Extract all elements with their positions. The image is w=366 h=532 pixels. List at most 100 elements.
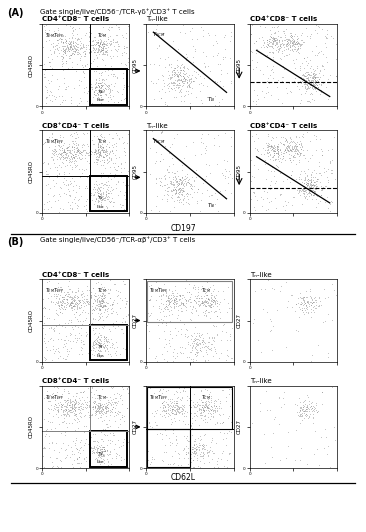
Point [309, 351, 315, 359]
Point [91, 45, 97, 54]
Point [167, 291, 172, 300]
Point [42, 432, 48, 440]
Point [208, 392, 214, 401]
Point [208, 290, 213, 299]
Point [90, 397, 96, 406]
Point [107, 82, 112, 90]
Point [287, 43, 293, 51]
Point [124, 95, 130, 103]
Point [46, 62, 52, 71]
Point [179, 185, 184, 194]
Point [72, 45, 78, 53]
Point [82, 292, 87, 301]
Point [146, 295, 152, 304]
Point [94, 38, 100, 47]
Point [184, 173, 190, 181]
Point [193, 74, 198, 82]
Point [102, 431, 108, 439]
Point [78, 459, 84, 467]
Point [307, 73, 313, 81]
Point [71, 310, 77, 318]
Point [60, 408, 66, 416]
Point [56, 29, 62, 37]
Point [179, 60, 184, 68]
Point [162, 403, 168, 412]
Point [199, 398, 205, 406]
Point [83, 149, 89, 157]
Point [100, 81, 105, 89]
Point [188, 298, 194, 306]
Point [166, 162, 172, 170]
Point [97, 291, 103, 300]
Point [309, 188, 315, 197]
Point [324, 32, 329, 41]
Point [104, 151, 110, 159]
Point [198, 330, 204, 339]
Point [92, 402, 98, 410]
Point [93, 443, 99, 452]
Point [101, 39, 107, 48]
Point [96, 339, 102, 347]
Point [108, 79, 114, 88]
Point [177, 176, 183, 184]
Point [315, 22, 321, 30]
Point [304, 180, 310, 189]
Point [301, 293, 307, 301]
Point [83, 301, 89, 310]
Point [97, 338, 103, 347]
Point [66, 52, 72, 61]
Point [304, 52, 310, 61]
Point [70, 137, 76, 145]
Point [101, 298, 107, 306]
Point [42, 26, 48, 35]
Point [300, 70, 306, 79]
Point [85, 300, 91, 308]
Point [224, 69, 230, 78]
Point [107, 86, 113, 94]
Point [292, 146, 298, 155]
Point [179, 410, 185, 419]
Point [73, 288, 79, 296]
Point [278, 132, 284, 141]
Point [175, 72, 181, 81]
Point [316, 293, 322, 301]
Point [58, 300, 64, 308]
Point [49, 64, 55, 72]
Point [209, 446, 215, 455]
Point [211, 343, 217, 351]
Point [182, 301, 188, 310]
Point [213, 188, 219, 197]
Point [63, 403, 69, 411]
Point [86, 401, 92, 410]
Point [97, 143, 103, 151]
Point [206, 404, 212, 412]
Point [98, 41, 104, 50]
Point [173, 186, 179, 195]
Point [106, 143, 112, 151]
Point [98, 340, 104, 349]
Point [101, 291, 107, 300]
Point [274, 146, 280, 155]
Point [307, 410, 313, 419]
Point [100, 148, 106, 157]
Point [108, 46, 114, 54]
Point [80, 336, 86, 345]
Point [97, 189, 103, 198]
Point [122, 158, 127, 167]
Point [92, 33, 98, 41]
Point [93, 90, 98, 99]
Point [220, 386, 226, 394]
Point [186, 175, 191, 184]
Point [283, 84, 289, 93]
Point [59, 151, 64, 160]
Point [304, 84, 310, 93]
Point [66, 347, 72, 355]
Point [108, 407, 114, 415]
Bar [90, 176, 127, 211]
Point [267, 405, 273, 414]
Point [278, 33, 284, 41]
Point [60, 293, 66, 301]
Point [167, 437, 173, 446]
Point [205, 409, 210, 417]
Point [250, 319, 256, 328]
